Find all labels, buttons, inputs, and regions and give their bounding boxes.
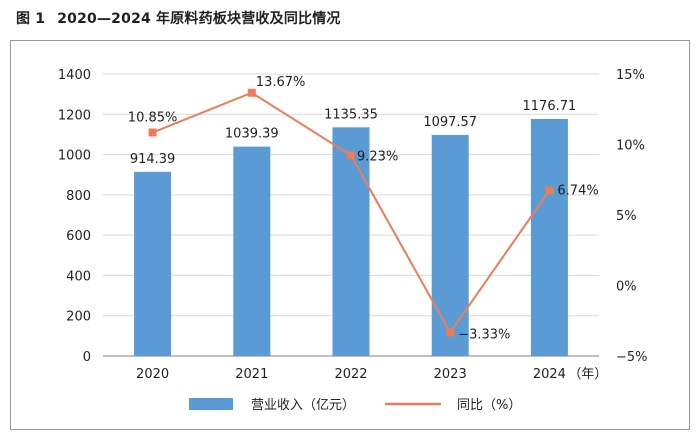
figure-title-text: 2020—2024 年原料药板块营收及同比情况 [57, 11, 341, 27]
right-tick-label: 15% [616, 68, 645, 83]
yoy-marker-2023 [446, 328, 455, 337]
x-tick-label: 2020 [136, 367, 169, 382]
yoy-marker-2024 [545, 186, 554, 195]
left-axis-ticks: 0 200 400 600 800 1000 1200 1400 [58, 68, 91, 365]
yoy-value-label: −3.33% [458, 327, 510, 342]
bar-value-label: 1097.57 [423, 115, 477, 130]
yoy-value-label: 13.67% [256, 75, 306, 90]
bar-2020 [134, 171, 172, 356]
line-series [148, 88, 554, 337]
yoy-value-label: 10.85% [128, 111, 178, 126]
yoy-value-label: 6.74% [557, 183, 598, 198]
bar-value-labels: 914.39 1039.39 1135.35 1097.57 1176.71 [130, 99, 576, 167]
x-axis-ticks: 2020 2021 2022 2023 2024 （年） [136, 367, 607, 382]
bar-series [134, 118, 568, 356]
legend-line-label: 同比（%） [457, 398, 521, 413]
left-tick-label: 400 [66, 269, 91, 284]
left-tick-label: 1400 [58, 68, 91, 83]
left-tick-label: 800 [66, 189, 91, 204]
right-tick-label: 10% [616, 139, 645, 154]
figure-title: 图 1 2020—2024 年原料药板块营收及同比情况 [10, 8, 341, 28]
bar-value-label: 1135.35 [324, 107, 378, 122]
bar-2021 [233, 146, 271, 356]
bar-value-label: 1039.39 [225, 127, 279, 142]
left-tick-label: 0 [83, 350, 91, 365]
legend-bar-label: 营业收入（亿元） [251, 398, 355, 413]
bar-2022 [332, 127, 370, 356]
x-tick-label: 2024 [533, 367, 566, 382]
bar-value-label: 914.39 [130, 152, 176, 167]
yoy-marker-2020 [148, 128, 157, 137]
legend: 营业收入（亿元） 同比（%） [189, 398, 521, 413]
line-value-labels: 10.85% 13.67% 9.23% −3.33% 6.74% [128, 75, 599, 343]
left-tick-label: 1200 [58, 108, 91, 123]
x-tick-label: 2023 [434, 367, 467, 382]
left-tick-label: 1000 [58, 149, 91, 164]
right-tick-label: −5% [616, 350, 648, 365]
figure-number: 图 1 [16, 11, 46, 27]
legend-bar-swatch [189, 398, 233, 410]
yoy-value-label: 9.23% [357, 149, 398, 164]
yoy-marker-2022 [347, 151, 355, 160]
bar-2024 [530, 118, 568, 356]
yoy-marker-2021 [247, 88, 256, 97]
left-tick-label: 200 [66, 310, 91, 325]
chart-frame: 0 200 400 600 800 1000 1200 1400 −5% 0% 5% 10% 15% … [10, 40, 690, 430]
x-axis-unit-label: （年） [568, 367, 607, 382]
right-tick-label: 0% [616, 280, 637, 295]
left-tick-label: 600 [66, 229, 91, 244]
bar-2023 [431, 134, 469, 356]
right-axis-ticks: −5% 0% 5% 10% 15% [616, 68, 648, 365]
bar-value-label: 1176.71 [523, 99, 577, 114]
x-tick-label: 2021 [235, 367, 268, 382]
right-tick-label: 5% [616, 209, 637, 224]
x-tick-label: 2022 [334, 367, 367, 382]
